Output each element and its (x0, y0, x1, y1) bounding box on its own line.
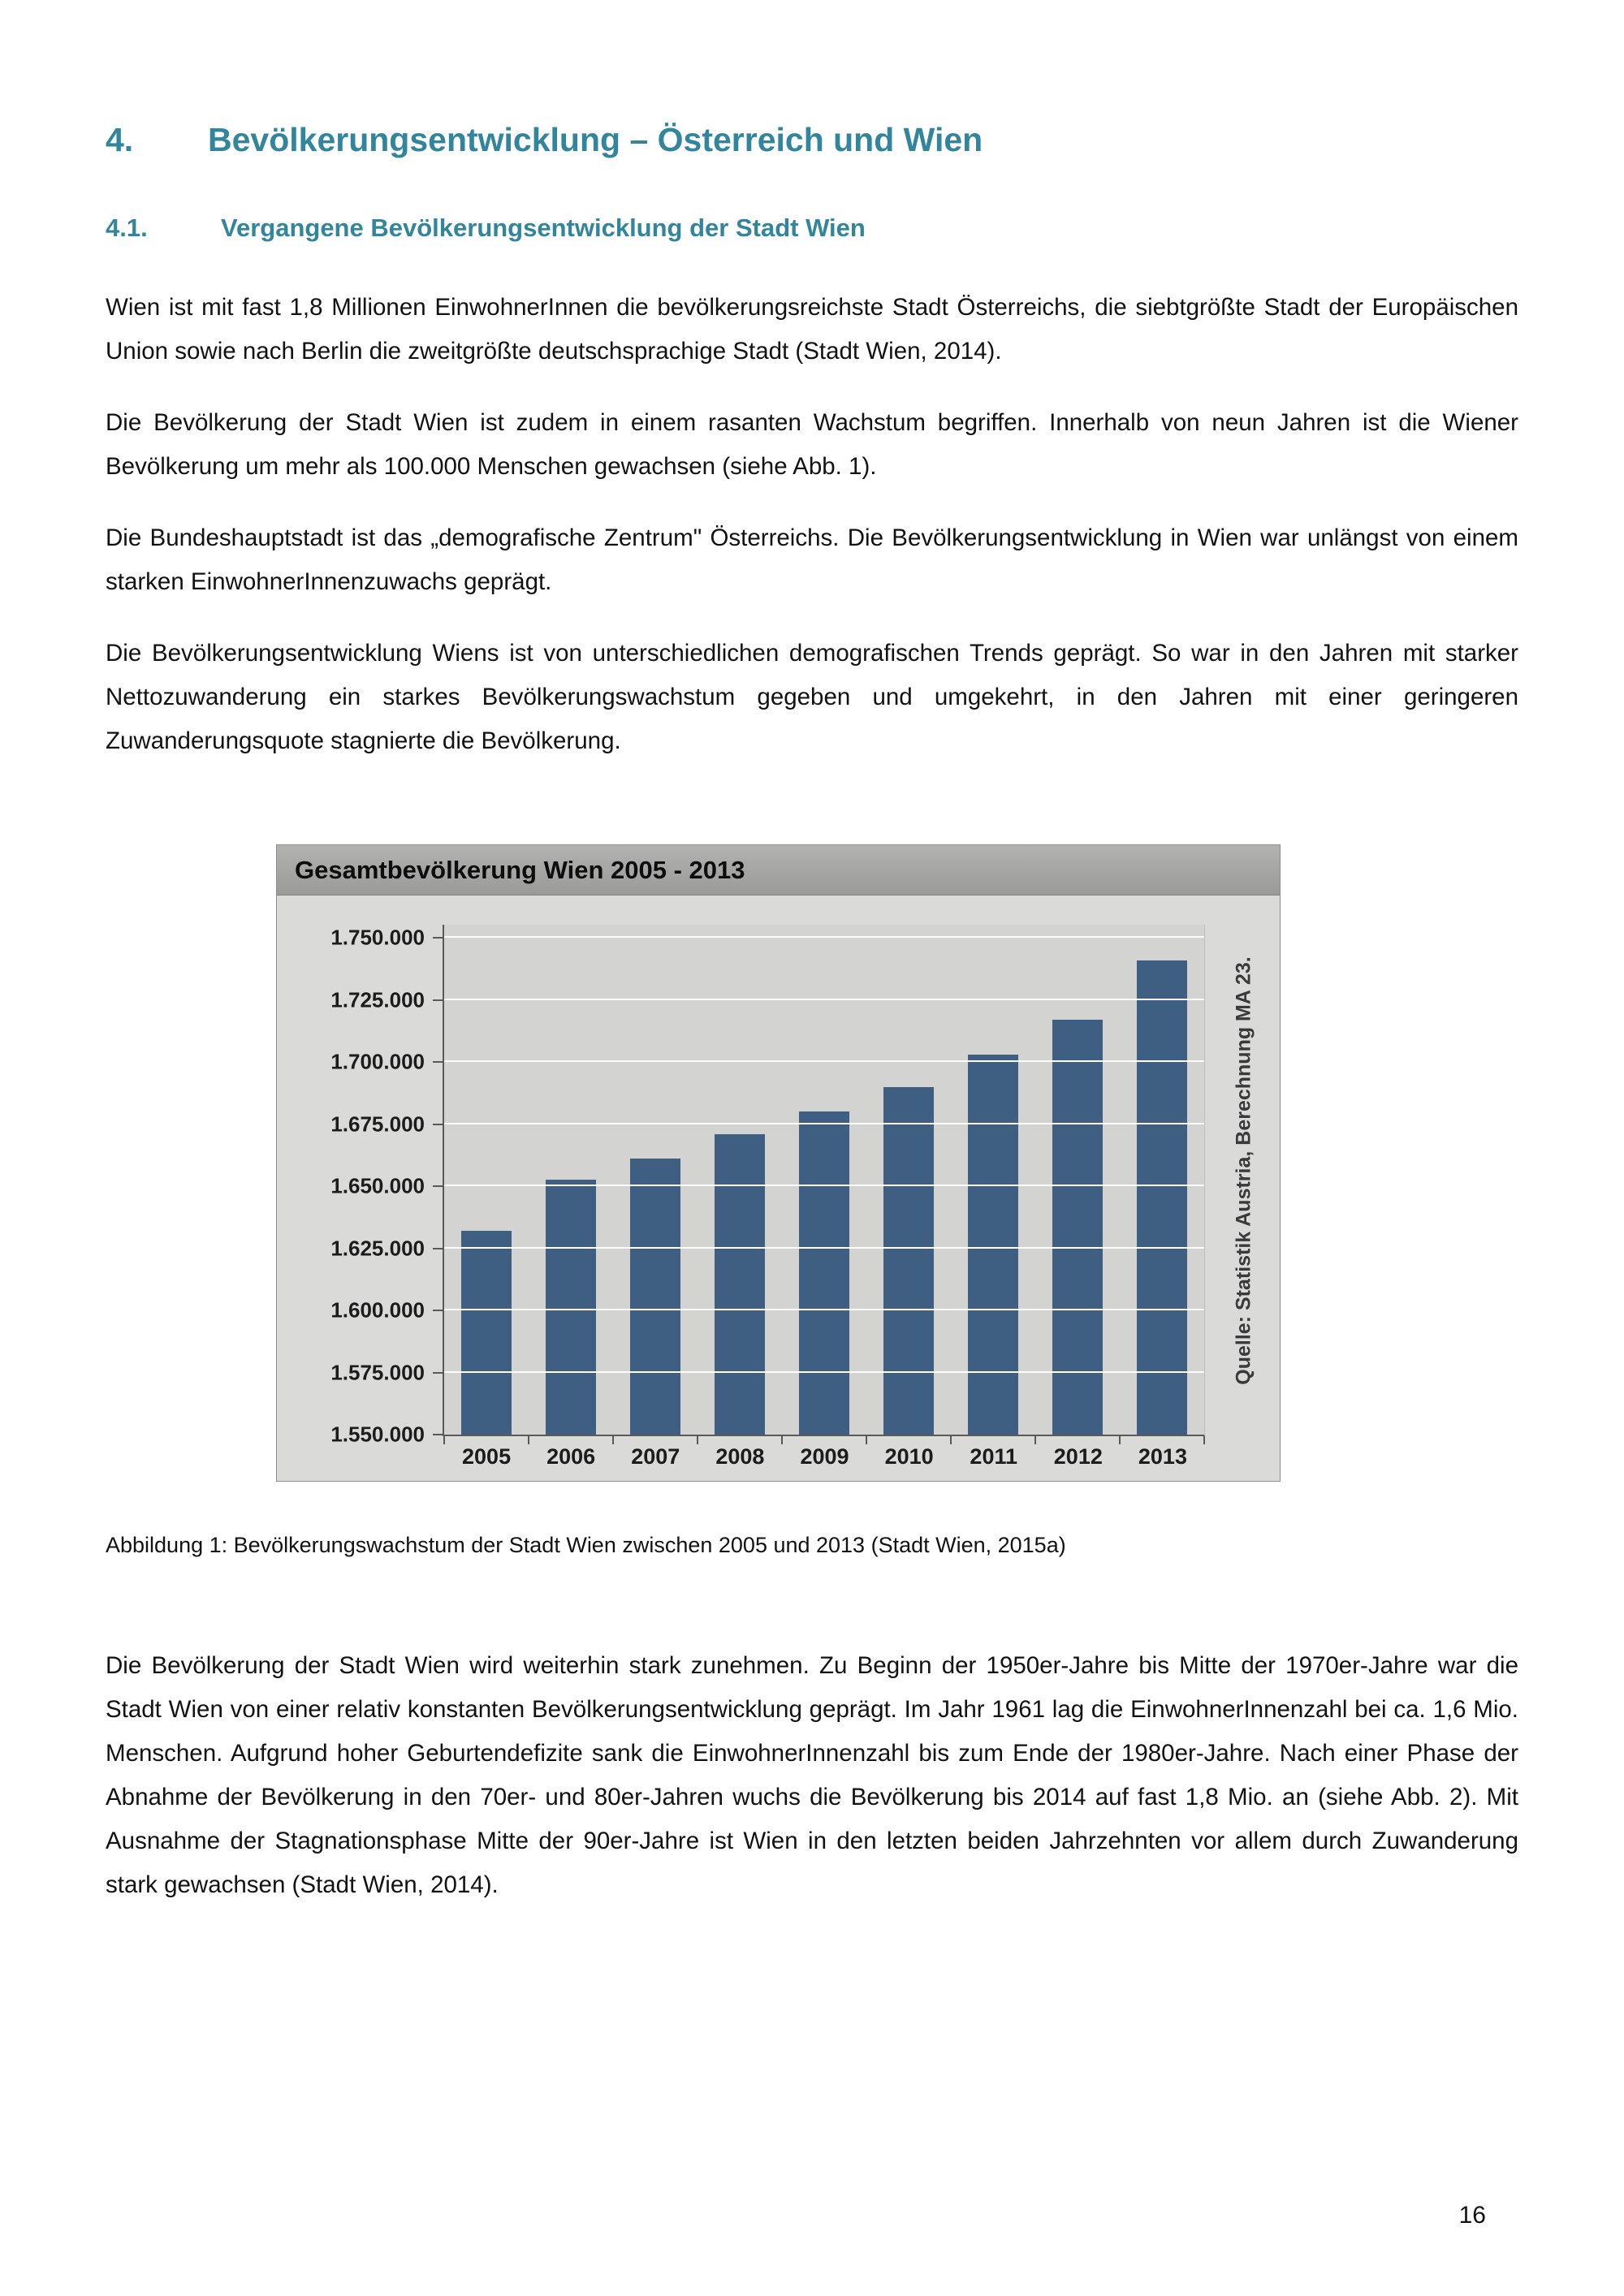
source-note-column: Quelle: Statistik Austria, Berechnung MA… (1228, 925, 1260, 1416)
y-axis-labels: 1.550.000 1.575.000 1.600.000 1.625.000 1.65… (287, 925, 443, 1447)
y-axis-tick (433, 937, 443, 939)
y-axis-tick (433, 999, 443, 1001)
x-axis-tick-label: 2011 (970, 1444, 1017, 1469)
chart-source-note: Quelle: Statistik Austria, Berechnung MA… (1232, 956, 1255, 1385)
bar-2008 (714, 1133, 766, 1435)
subsection-heading: 4.1. Vergangene Bevölkerungsentwicklung … (106, 213, 1518, 244)
paragraph-closing: Die Bevölkerung der Stadt Wien wird weit… (106, 1652, 1518, 1898)
x-axis-tick-label: 2012 (1053, 1444, 1103, 1469)
bar-slot (444, 925, 529, 1435)
gridline (444, 1246, 1204, 1249)
y-axis-tick (433, 1185, 443, 1187)
bar-series (444, 925, 1204, 1435)
y-axis-tick-label: 1.650.000 (330, 1173, 425, 1198)
bar-slot (613, 925, 698, 1435)
section-number: 4. (106, 121, 134, 158)
x-axis-tick (443, 1436, 445, 1444)
x-axis-tick-label: 2008 (715, 1444, 765, 1469)
x-axis-tick-label: 2010 (884, 1444, 934, 1469)
gridline (444, 998, 1204, 1000)
bar-2011 (967, 1054, 1019, 1435)
bar-slot (1120, 925, 1204, 1435)
page-content: 4. Bevölkerungsentwicklung – Österreich … (106, 0, 1518, 1907)
bar-slot (1035, 925, 1120, 1435)
y-axis-tick (433, 1434, 443, 1435)
x-axis-tick (1203, 1436, 1205, 1444)
y-axis-tick-label: 1.575.000 (330, 1360, 425, 1384)
gridline (444, 1370, 1204, 1373)
chart-title: Gesamtbevölkerung Wien 2005 - 2013 (277, 845, 1280, 896)
y-axis-tick (433, 1061, 443, 1063)
bar-2005 (460, 1231, 512, 1435)
figure-bar-chart: Gesamtbevölkerung Wien 2005 - 2013 1.550… (276, 844, 1281, 1482)
y-axis-tick-label: 1.675.000 (330, 1111, 425, 1136)
x-axis-tick (866, 1436, 867, 1444)
bar-slot (698, 925, 782, 1435)
y-axis-tick-label: 1.625.000 (330, 1236, 425, 1260)
y-axis-tick (433, 1371, 443, 1374)
gridline (444, 1122, 1204, 1124)
subsection-title: Vergangene Bevölkerungsentwicklung der S… (221, 214, 866, 242)
x-axis-tick (611, 1436, 614, 1444)
bar-slot (951, 925, 1035, 1435)
x-axis-labels: 2005 2006 2007 2008 2009 2010 2011 2012 2013 (444, 1444, 1205, 1470)
x-axis-tick (1118, 1436, 1121, 1444)
gridline (444, 1309, 1204, 1310)
page-number: 16 (1458, 2202, 1486, 2229)
x-axis-tick-label: 2006 (546, 1444, 596, 1469)
y-axis-tick (433, 1247, 443, 1249)
section-title: Bevölkerungsentwicklung – Österreich und… (208, 121, 983, 158)
x-axis-tick (780, 1436, 783, 1444)
bar-2013 (1136, 960, 1188, 1435)
x-axis-tick (949, 1436, 952, 1444)
y-axis-tick-label: 1.550.000 (330, 1422, 425, 1447)
paragraph-4: Die Bevölkerungsentwicklung Wiens ist vo… (106, 640, 1518, 754)
paragraph-3: Die Bundeshauptstadt ist das „demografis… (106, 524, 1518, 595)
paragraph-1: Wien ist mit fast 1,8 Millionen Einwohne… (106, 294, 1518, 365)
y-axis-tick (433, 1310, 443, 1311)
gridline (444, 1060, 1204, 1062)
bar-2010 (883, 1086, 935, 1435)
y-axis-tick-label: 1.750.000 (330, 925, 425, 950)
x-axis-tick (527, 1436, 529, 1444)
chart-body: 1.550.000 1.575.000 1.600.000 1.625.000 1.65… (277, 896, 1280, 1481)
axis-spacer (287, 1444, 444, 1470)
x-axis-tick-label: 2009 (800, 1444, 849, 1469)
gridline (444, 1185, 1204, 1186)
section-heading: 4. Bevölkerungsentwicklung – Österreich … (106, 120, 1518, 159)
bar-slot (529, 925, 613, 1435)
plot-area (443, 925, 1205, 1444)
x-axis-tick-label: 2013 (1138, 1444, 1187, 1469)
figure-caption: Abbildung 1: Bevölkerungswachstum der St… (106, 1533, 1066, 1557)
bar-2012 (1052, 1019, 1104, 1435)
y-axis-tick-label: 1.700.000 (330, 1049, 425, 1074)
bar-2009 (798, 1111, 850, 1435)
x-axis-tick-label: 2007 (631, 1444, 680, 1469)
gridline (444, 936, 1204, 938)
x-axis-tick (696, 1436, 698, 1444)
subsection-number: 4.1. (106, 214, 148, 242)
x-axis-tick-label: 2005 (462, 1444, 512, 1469)
x-axis-tick (1034, 1436, 1036, 1444)
y-axis-tick (433, 1123, 443, 1125)
paragraph-2: Die Bevölkerung der Stadt Wien ist zudem… (106, 409, 1518, 480)
bar-slot (782, 925, 866, 1435)
bar-2007 (629, 1159, 681, 1435)
bar-2006 (545, 1180, 597, 1435)
y-axis-tick-label: 1.600.000 (330, 1297, 425, 1323)
bar-slot (866, 925, 951, 1435)
y-axis-tick-label: 1.725.000 (330, 987, 425, 1012)
